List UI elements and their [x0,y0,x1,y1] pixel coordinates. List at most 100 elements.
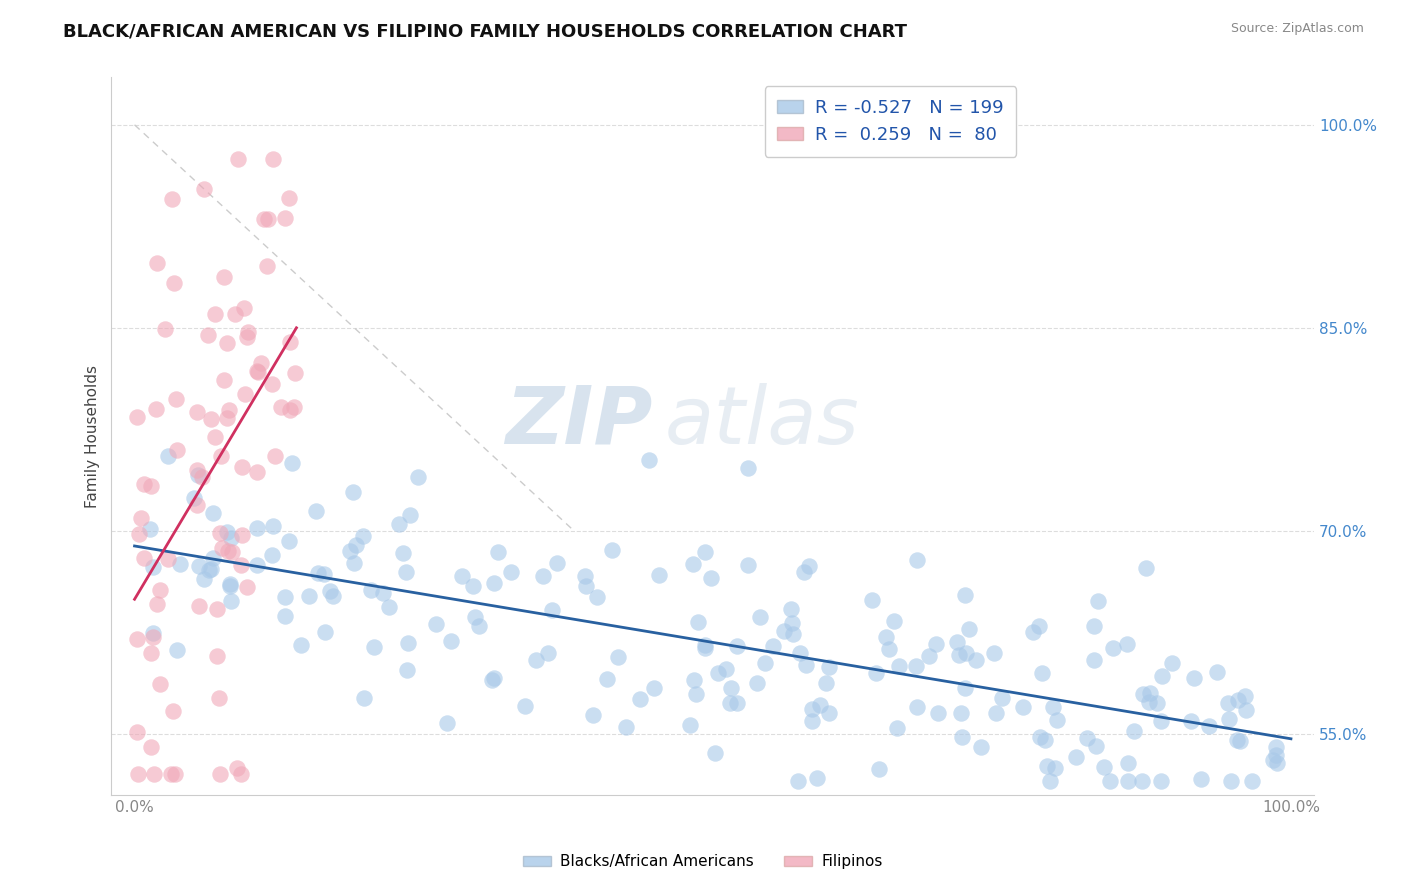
Point [236,580,259,594]
Point [1035,759,1057,773]
Point [396,636,419,650]
Point [260,549,283,563]
Point [262,152,284,166]
Y-axis label: Family Households: Family Households [86,365,100,508]
Point [139,479,162,493]
Point [270,400,292,414]
Point [166,642,188,657]
Point [754,656,776,670]
Point [883,614,905,628]
Point [163,276,186,290]
Point [312,566,335,581]
Point [1189,772,1212,786]
Point [955,646,977,660]
Point [953,588,976,602]
Point [274,609,297,624]
Point [707,666,730,681]
Point [165,767,187,781]
Point [360,582,382,597]
Point [814,675,837,690]
Point [991,690,1014,705]
Point [371,586,394,600]
Point [146,256,169,270]
Point [395,663,418,677]
Point [1234,702,1257,716]
Point [209,449,232,463]
Point [720,681,742,696]
Text: ZIP: ZIP [505,383,652,461]
Point [219,594,242,608]
Point [927,706,949,720]
Point [946,635,969,649]
Point [253,212,276,227]
Point [904,659,927,673]
Point [808,698,831,713]
Point [773,624,796,639]
Point [211,541,233,555]
Point [321,589,343,603]
Point [984,706,1007,720]
Point [127,409,149,424]
Point [157,450,180,464]
Point [596,673,619,687]
Point [212,373,235,387]
Point [682,557,704,571]
Point [1150,774,1173,789]
Point [486,545,509,559]
Point [703,746,725,760]
Point [149,677,172,691]
Point [575,579,598,593]
Point [208,525,231,540]
Point [1229,733,1251,747]
Legend: Blacks/African Americans, Filipinos: Blacks/African Americans, Filipinos [517,848,889,875]
Point [217,544,239,558]
Text: Source: ZipAtlas.com: Source: ZipAtlas.com [1230,22,1364,36]
Point [378,599,401,614]
Point [218,579,240,593]
Point [461,579,484,593]
Point [860,592,883,607]
Point [388,516,411,531]
Point [1039,774,1062,789]
Point [246,364,269,378]
Point [139,740,162,755]
Point [546,556,568,570]
Point [231,528,253,542]
Point [217,410,239,425]
Point [540,602,562,616]
Point [205,602,228,616]
Point [159,767,181,781]
Point [482,671,505,685]
Point [246,521,269,535]
Point [524,653,547,667]
Point [249,356,271,370]
Point [949,706,972,720]
Point [1219,774,1241,789]
Point [1029,730,1052,744]
Text: atlas: atlas [665,383,859,461]
Point [1139,686,1161,700]
Point [1042,699,1064,714]
Point [1031,665,1053,680]
Point [274,590,297,604]
Point [748,609,770,624]
Point [693,638,716,652]
Point [166,443,188,458]
Point [1064,750,1087,764]
Point [1116,774,1139,789]
Point [797,559,820,574]
Point [157,551,180,566]
Point [283,400,305,414]
Point [1218,712,1240,726]
Point [1198,719,1220,733]
Point [256,259,278,273]
Point [983,646,1005,660]
Point [162,192,184,206]
Point [887,659,910,673]
Point [278,334,301,349]
Point [246,365,269,379]
Point [193,572,215,586]
Point [648,568,671,582]
Point [586,591,609,605]
Point [679,718,702,732]
